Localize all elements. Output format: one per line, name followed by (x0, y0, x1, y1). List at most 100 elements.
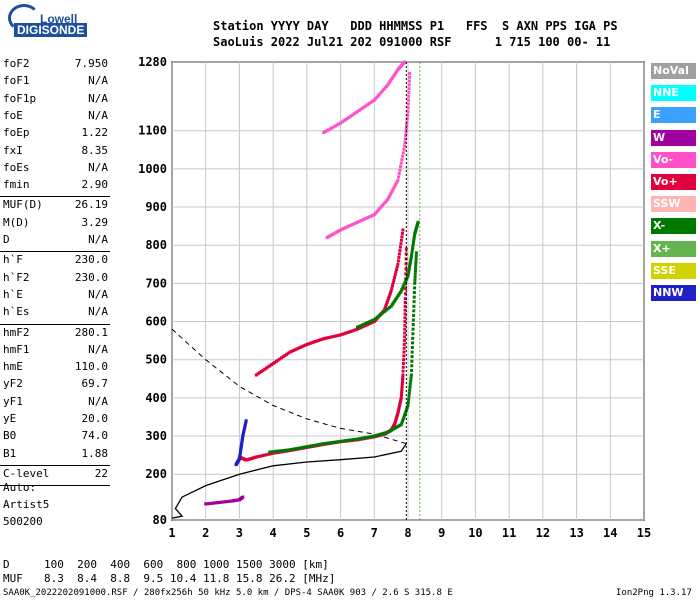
echo-point (397, 407, 401, 411)
y-tick-label: 1280 (138, 55, 167, 69)
echo-point (307, 342, 311, 346)
param-value: 1.88 (81, 446, 109, 460)
echo-point (362, 436, 366, 440)
echo-point (339, 228, 343, 232)
echo-point (401, 284, 405, 288)
echo-point (390, 77, 394, 81)
echo-point (367, 320, 371, 324)
echo-point (286, 351, 290, 355)
echo-point (372, 318, 376, 322)
param-row-hme: hmE 110.0 (3, 360, 108, 377)
echo-point (407, 397, 411, 401)
param-key: h`F2 (3, 270, 30, 284)
profile-extrapolation (171, 328, 407, 445)
logo-lowell: Lowell (40, 12, 78, 26)
echo-point (396, 259, 400, 263)
echo-point (403, 141, 407, 145)
echo-point (369, 319, 373, 323)
echo-point (372, 213, 376, 217)
echo-point (403, 331, 407, 335)
echo-point (413, 272, 417, 276)
echo-point (410, 355, 414, 359)
echo-point (412, 313, 416, 317)
echo-point (385, 300, 389, 304)
echo-point (400, 231, 404, 235)
echo-point (349, 114, 353, 118)
echo-point (376, 315, 380, 319)
echo-point (296, 446, 300, 450)
echo-point (405, 120, 409, 124)
param-key: foEp (3, 126, 30, 140)
echo-point (337, 440, 341, 444)
y-tick-label: 1000 (138, 162, 167, 176)
legend-item-noval: NoVal (651, 63, 696, 79)
x-tick-labels: 1 2 3 4 5 6 7 8 9 10 11 12 13 14 15 (168, 526, 651, 540)
echo-point (396, 262, 400, 266)
echo-point (371, 434, 375, 438)
echo-point (404, 130, 408, 134)
echo-point (393, 184, 397, 188)
y-tick-label: 1100 (138, 124, 167, 138)
echo-point (335, 334, 339, 338)
echo-point (398, 249, 402, 253)
header-line-1: Station YYYY DAY DDD HHMMSS P1 FFS S AXN… (213, 19, 618, 33)
echo-point (386, 197, 390, 201)
echo-point (413, 281, 417, 285)
echo-point (390, 286, 394, 290)
echo-point (400, 382, 404, 386)
echo-point (403, 280, 407, 284)
echo-point (328, 127, 332, 131)
echo-point (379, 312, 383, 316)
echo-point (403, 60, 407, 64)
echo-point (398, 168, 402, 172)
x-tick-label: 10 (468, 526, 482, 540)
param-value: N/A (88, 233, 108, 246)
echo-point (271, 362, 275, 366)
echo-point (261, 368, 265, 372)
echo-point (386, 83, 390, 87)
echo-point (291, 349, 295, 353)
echo-point (293, 447, 297, 451)
echo-point (307, 444, 311, 448)
echo-point (283, 354, 287, 358)
echo-point (371, 99, 375, 103)
echo-point (366, 103, 370, 107)
echo-point (395, 268, 399, 272)
scaling-code: 500200 (3, 515, 43, 528)
echo-point (344, 118, 348, 122)
echo-point (410, 248, 414, 252)
echo-point (389, 78, 393, 82)
echo-point (359, 219, 363, 223)
echo-point (387, 306, 391, 310)
echo-point (322, 337, 326, 341)
echo-point (320, 442, 324, 446)
echo-point (402, 283, 406, 287)
echo-point (345, 116, 349, 120)
echo-point (390, 284, 394, 288)
echo-point (398, 291, 402, 295)
echo-point (387, 195, 391, 199)
param-key: yE (3, 412, 17, 425)
echo-point (274, 449, 278, 453)
echo-point (375, 95, 379, 99)
echo-point (403, 323, 407, 327)
param-key: foF1p (3, 91, 37, 105)
echo-point (375, 210, 379, 214)
echo-point (327, 128, 331, 132)
echo-point (339, 333, 343, 337)
trace-vo-4th-hop (322, 60, 407, 135)
echo-point (396, 411, 400, 415)
profile-curves (171, 328, 407, 519)
echo-point (406, 400, 410, 404)
echo-point (390, 190, 394, 194)
trace-vo-2nd-hop (254, 228, 405, 377)
echo-point (397, 405, 401, 409)
echo-point (349, 329, 353, 333)
echo-point (344, 331, 348, 335)
echo-point (414, 266, 418, 270)
param-value: 230.0 (74, 270, 108, 284)
echo-point (383, 200, 387, 204)
echo-point (308, 341, 312, 345)
trace-vo-3rd-hop (325, 71, 412, 240)
